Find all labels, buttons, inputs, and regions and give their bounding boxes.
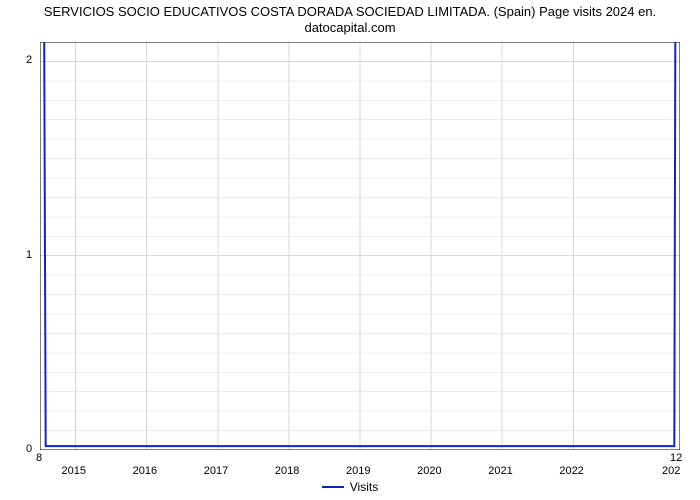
- xtick-label: 2021: [488, 465, 512, 477]
- chart-container: SERVICIOS SOCIO EDUCATIVOS COSTA DORADA …: [0, 0, 700, 500]
- xtick-label-truncated: 202: [662, 465, 680, 477]
- xtick-label: 2018: [275, 465, 299, 477]
- ytick-label: 1: [26, 249, 32, 261]
- xtick-label: 2015: [62, 465, 86, 477]
- xtick-label: 2017: [204, 465, 228, 477]
- xtick-label: 2022: [559, 465, 583, 477]
- ytick-label: 2: [26, 54, 32, 66]
- plot-svg: [40, 42, 680, 450]
- legend-swatch: [322, 486, 344, 488]
- legend-label: Visits: [350, 480, 378, 494]
- title-line1: SERVICIOS SOCIO EDUCATIVOS COSTA DORADA …: [44, 4, 656, 19]
- chart-title: SERVICIOS SOCIO EDUCATIVOS COSTA DORADA …: [0, 4, 700, 37]
- xtick-label: 2019: [346, 465, 370, 477]
- ytick-label: 0: [26, 443, 32, 455]
- x-edge-right-label: 12: [670, 452, 682, 464]
- plot-area: [40, 42, 680, 450]
- xtick-label: 2020: [417, 465, 441, 477]
- xtick-label: 2016: [133, 465, 157, 477]
- title-line2: datocapital.com: [304, 20, 395, 35]
- legend: Visits: [0, 479, 700, 494]
- x-edge-left-label: 8: [36, 452, 42, 464]
